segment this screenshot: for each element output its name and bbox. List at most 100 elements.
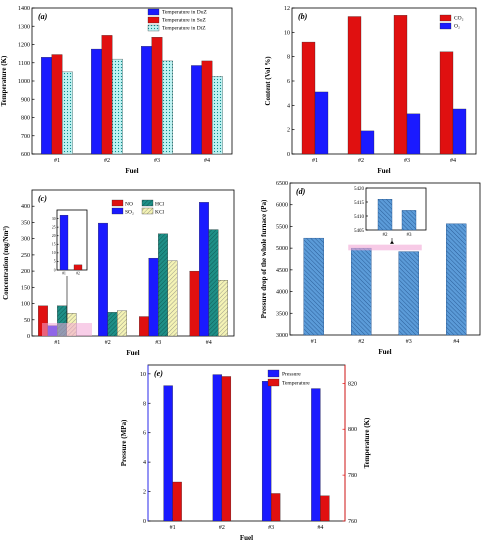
inset-x-tick-label: #2 (76, 272, 80, 276)
y-axis-label: Concentration (mg/Nm³) (2, 225, 10, 300)
inset-bar (59, 214, 69, 271)
inset-highlight (348, 244, 422, 251)
y-tick-label: 900 (21, 97, 30, 103)
inset-bar (377, 198, 393, 231)
y-tick-label: 6000 (276, 203, 288, 209)
y-tick-label: 4 (143, 460, 146, 466)
panel-a: 600 700 800 900 1000 1100 1200 1300 1400 #1 #2 #3 #4… (0, 6, 233, 175)
panel-b: 0 2 4 6 8 10 12 #1 #2 #3 #4 Fuel Content (Vol %) (b) C… (264, 6, 477, 175)
bar-temperatureinsuz-3 (151, 37, 163, 155)
legend-label: NO (125, 201, 133, 207)
x-tick-label: #3 (155, 340, 161, 346)
bar-co-3 (393, 15, 408, 155)
panel-label: (e) (154, 369, 163, 378)
x-tick-label: #2 (219, 525, 225, 531)
y-tick-label: 10 (284, 30, 290, 36)
legend-swatch (267, 369, 280, 378)
bar-temperatureinduz-4 (191, 65, 202, 155)
bar-pressure-drop-1 (303, 237, 324, 336)
y-tick-label: 2 (143, 490, 146, 496)
panel-d: 3000 3500 4000 4500 5000 5500 6000 6500 #1 #2 #3 #4… (260, 181, 481, 356)
y-axis-label: Pressure (MPa) (120, 419, 128, 466)
bar-o-4 (452, 108, 467, 155)
x-tick-label: #1 (170, 525, 176, 531)
legend-swatch (267, 378, 280, 387)
y-tick-label: 1300 (18, 24, 30, 30)
bar-temperature-1 (172, 481, 182, 522)
y-tick-label: 700 (21, 134, 30, 140)
inset-y-tick-label: 10 (52, 251, 56, 255)
y-tick-label: 50 (24, 318, 30, 324)
legend-label: Temperature (282, 381, 310, 387)
y-tick-label: 1000 (18, 79, 30, 85)
x-tick-label: #1 (311, 339, 317, 345)
bar-temperatureinsuz-2 (101, 35, 113, 155)
y2-axis-label: Temperature (K) (363, 417, 371, 468)
legend-swatch (111, 199, 124, 207)
legend-swatch (439, 14, 452, 22)
bar-co-2 (347, 16, 362, 155)
y-tick-label: 5000 (276, 246, 288, 252)
y-tick-label: 2 (287, 128, 290, 134)
inset-y-tick-label: 0 (54, 268, 56, 272)
bar-temperatureinduz-1 (41, 57, 52, 155)
bar-pressure-drop-2 (351, 247, 372, 336)
bar-temperatureinduz-3 (141, 46, 152, 155)
plot-frame (31, 189, 235, 337)
inset-highlight (42, 323, 92, 336)
bar-temperatureindiz-4 (212, 76, 223, 155)
x-axis-label: Fuel (377, 167, 390, 175)
x-tick-label: #3 (406, 339, 412, 345)
panel-label: (a) (38, 12, 48, 21)
y-tick-label: 1400 (18, 6, 30, 12)
bar-co-1 (301, 41, 316, 155)
x-tick-label: #1 (54, 158, 60, 164)
inset-frame (365, 187, 427, 231)
y-tick-label: 10 (140, 372, 146, 378)
bar-pressure-drop-3 (398, 251, 419, 336)
bar-no-3 (139, 316, 149, 337)
bar-hcl-2 (107, 312, 118, 337)
legend-label: HCl (155, 201, 165, 207)
x-tick-label: #4 (453, 339, 459, 345)
bar-kcl-2 (117, 310, 127, 337)
y-axis-label: Temperature (K) (0, 55, 8, 106)
x-axis-label: Fuel (240, 534, 253, 542)
inset-frame (56, 209, 88, 271)
inset-y-tick-label: 5 (54, 260, 56, 264)
legend-label: O₂ (454, 24, 460, 30)
bar-temperatureinsuz-4 (201, 60, 213, 155)
legend-label: Pressure (282, 372, 301, 378)
legend-swatch (147, 24, 160, 32)
x-tick-label: #2 (358, 158, 364, 164)
x-tick-label: #4 (206, 340, 212, 346)
y-tick-label: 4500 (276, 268, 288, 274)
inset-y-tick-label: 20 (52, 234, 56, 238)
inset-y-tick-label: 5420 (354, 187, 365, 192)
bar-o-1 (314, 91, 329, 155)
bar-temperatureinduz-2 (91, 48, 102, 155)
y-tick-label: 350 (21, 220, 30, 226)
inset-y-tick-label: 15 (52, 243, 56, 247)
y-tick-label: 1200 (18, 43, 30, 49)
x-tick-label: #1 (312, 158, 318, 164)
y-tick-label: 0 (143, 519, 146, 525)
y2-tick-label: 820 (348, 381, 357, 387)
panel-e: 0 2 4 6 8 10 #1 #2 #3 #4 Fuel Pressure (MPa) (e) 760 7… (120, 364, 371, 542)
legend-swatch (141, 199, 154, 207)
legend-swatch (141, 207, 154, 215)
legend-label: CO₂ (454, 16, 464, 22)
y-tick-label: 0 (287, 152, 290, 158)
inset-x-tick-label: #2 (383, 233, 389, 238)
x-tick-label: #2 (105, 340, 111, 346)
x-axis-label: Fuel (378, 348, 391, 356)
inset-bar (73, 264, 83, 271)
bar-temperatureindiz-2 (112, 58, 123, 155)
x-tick-label: #4 (450, 158, 456, 164)
y2-tick-label: 760 (348, 519, 357, 525)
y-tick-label: 4 (287, 103, 290, 109)
legend-label: Temperature in DiZ (162, 26, 206, 32)
bar-hcl-3 (158, 233, 168, 337)
